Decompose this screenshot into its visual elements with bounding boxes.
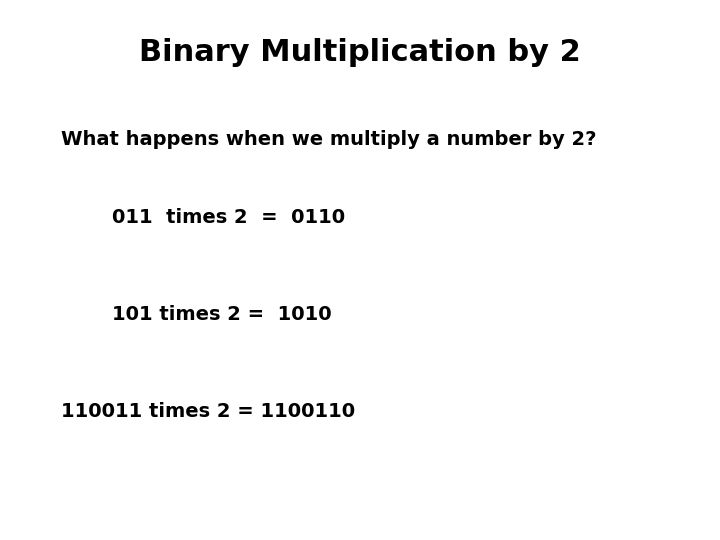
Text: 011  times 2  =  0110: 011 times 2 = 0110 (112, 208, 345, 227)
Text: Binary Multiplication by 2: Binary Multiplication by 2 (139, 38, 581, 67)
Text: 110011 times 2 = 1100110: 110011 times 2 = 1100110 (61, 402, 356, 421)
Text: What happens when we multiply a number by 2?: What happens when we multiply a number b… (61, 130, 597, 148)
Text: 101 times 2 =  1010: 101 times 2 = 1010 (112, 305, 331, 324)
